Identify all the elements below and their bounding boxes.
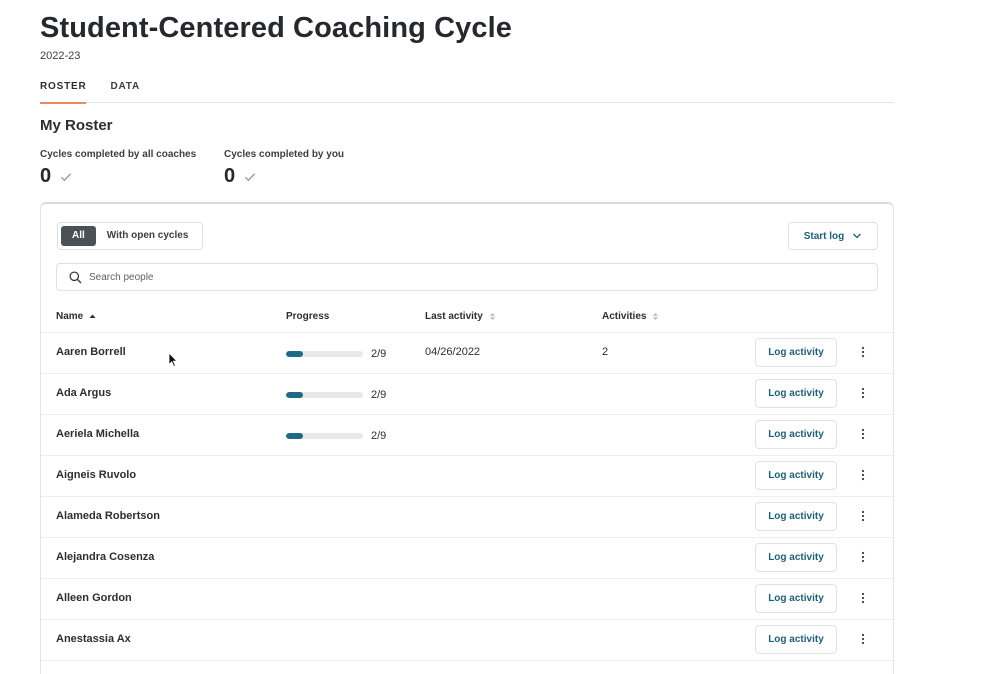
stat-label: Cycles completed by you bbox=[224, 149, 345, 160]
tab-bar: ROSTER DATA bbox=[40, 79, 894, 104]
person-name[interactable]: Alleen Gordon bbox=[56, 592, 132, 604]
progress-bar-fill bbox=[286, 433, 304, 439]
person-name[interactable]: Ada Argus bbox=[56, 387, 112, 399]
chevron-down-icon bbox=[853, 233, 862, 239]
table-header: Name Progress Last activity Activities bbox=[41, 301, 893, 333]
column-header-last-activity[interactable]: Last activity bbox=[425, 311, 496, 322]
log-activity-button[interactable]: Log activity bbox=[755, 379, 837, 408]
more-vertical-icon[interactable] bbox=[859, 509, 867, 523]
progress-indicator: 2/9 bbox=[286, 348, 386, 360]
table-row: Aigneis Ruvolo Log activity bbox=[41, 456, 893, 497]
progress-text: 2/9 bbox=[371, 430, 387, 442]
log-activity-button[interactable]: Log activity bbox=[755, 420, 837, 449]
person-name[interactable]: Aigneis Ruvolo bbox=[56, 469, 137, 481]
table-row: Alejandra Cosenza Log activity bbox=[41, 538, 893, 579]
column-header-label: Activities bbox=[602, 311, 647, 322]
table-row: Anestassia Ax Log activity bbox=[41, 620, 893, 661]
progress-bar-fill bbox=[286, 392, 304, 398]
log-activity-button[interactable]: Log activity bbox=[755, 338, 837, 367]
more-vertical-icon[interactable] bbox=[859, 550, 867, 564]
stat-value: 0 bbox=[224, 165, 236, 187]
column-header-label: Progress bbox=[286, 311, 330, 322]
more-vertical-icon[interactable] bbox=[859, 632, 867, 646]
page-subtitle: 2022-23 bbox=[40, 50, 81, 62]
more-vertical-icon[interactable] bbox=[859, 345, 867, 359]
activities-count: 2 bbox=[602, 346, 609, 358]
mouse-pointer-icon bbox=[168, 352, 178, 368]
person-name[interactable]: Aaren Borrell bbox=[56, 346, 126, 358]
column-header-label: Last activity bbox=[425, 311, 483, 322]
progress-indicator: 2/9 bbox=[286, 430, 386, 442]
stat-all-coaches: Cycles completed by all coaches 0 bbox=[40, 149, 196, 188]
search-input[interactable] bbox=[89, 271, 849, 283]
check-icon bbox=[61, 172, 72, 181]
table-row: Aaren Borrell 2/9 04/26/2022 2 Log activity bbox=[41, 333, 893, 374]
more-vertical-icon[interactable] bbox=[859, 468, 867, 482]
start-log-label: Start log bbox=[803, 230, 845, 242]
progress-text: 2/9 bbox=[371, 348, 387, 360]
filter-group: All With open cycles bbox=[57, 222, 204, 250]
person-name[interactable]: Alejandra Cosenza bbox=[56, 551, 155, 563]
person-name[interactable]: Aeriela Michella bbox=[56, 428, 140, 440]
last-activity-date: 04/26/2022 bbox=[425, 346, 481, 358]
filter-all-button[interactable]: All bbox=[61, 226, 96, 246]
column-header-label: Name bbox=[56, 311, 84, 322]
person-name[interactable]: Anestassia Ax bbox=[56, 633, 131, 645]
column-header-name[interactable]: Name bbox=[56, 311, 96, 322]
more-vertical-icon[interactable] bbox=[859, 591, 867, 605]
progress-bar bbox=[286, 351, 363, 357]
progress-bar-fill bbox=[286, 351, 304, 357]
check-icon bbox=[245, 172, 256, 181]
log-activity-button[interactable]: Log activity bbox=[755, 543, 837, 572]
sort-icon bbox=[653, 313, 659, 320]
progress-bar bbox=[286, 433, 363, 439]
section-title: My Roster bbox=[40, 117, 113, 134]
start-log-button[interactable]: Start log bbox=[788, 222, 878, 250]
table-row: Alleen Gordon Log activity bbox=[41, 579, 893, 620]
log-activity-button[interactable]: Log activity bbox=[755, 584, 837, 613]
column-header-activities[interactable]: Activities bbox=[602, 311, 659, 322]
roster-card: All With open cycles Start log Name Prog… bbox=[40, 202, 894, 674]
progress-bar bbox=[286, 392, 363, 398]
person-name[interactable]: Alameda Robertson bbox=[56, 510, 160, 522]
stat-label: Cycles completed by all coaches bbox=[40, 149, 197, 160]
more-vertical-icon[interactable] bbox=[859, 427, 867, 441]
stat-you: Cycles completed by you 0 bbox=[224, 149, 344, 188]
stat-value: 0 bbox=[40, 165, 52, 187]
table-row: Alameda Robertson Log activity bbox=[41, 497, 893, 538]
filter-open-cycles-button[interactable]: With open cycles bbox=[106, 230, 189, 241]
progress-text: 2/9 bbox=[371, 389, 387, 401]
sort-asc-icon bbox=[89, 314, 96, 318]
sort-icon bbox=[489, 313, 496, 320]
progress-indicator: 2/9 bbox=[286, 389, 386, 401]
log-activity-button[interactable]: Log activity bbox=[755, 625, 837, 654]
column-header-progress: Progress bbox=[286, 311, 329, 322]
search-box bbox=[56, 263, 878, 291]
table-row: Aeriela Michella 2/9 Log activity bbox=[41, 415, 893, 456]
log-activity-button[interactable]: Log activity bbox=[755, 502, 837, 531]
tab-data[interactable]: DATA bbox=[110, 81, 140, 92]
more-vertical-icon[interactable] bbox=[859, 386, 867, 400]
tab-roster[interactable]: ROSTER bbox=[40, 79, 87, 104]
search-icon bbox=[69, 270, 82, 283]
log-activity-button[interactable]: Log activity bbox=[755, 461, 837, 490]
page-title: Student-Centered Coaching Cycle bbox=[40, 12, 512, 44]
table-row: Ada Argus 2/9 Log activity bbox=[41, 374, 893, 415]
